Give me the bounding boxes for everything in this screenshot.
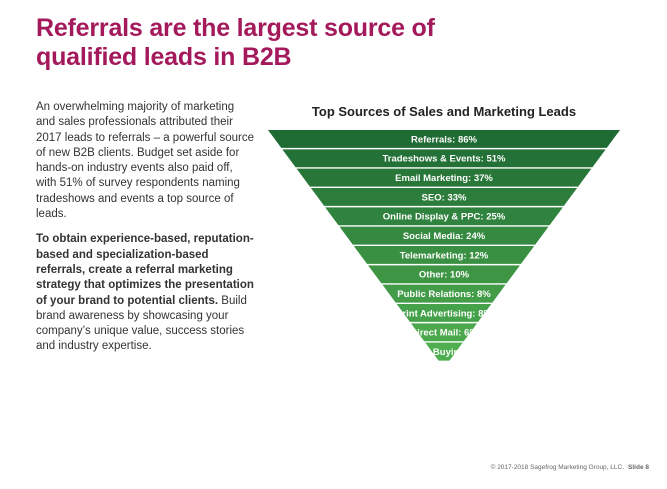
- paragraph-2-bold: To obtain experience-based, reputation-b…: [36, 233, 254, 307]
- funnel-bar-3: [310, 188, 578, 206]
- title-line-2: qualified leads in B2B: [36, 43, 292, 71]
- funnel-label-7: Other: 10%: [419, 270, 470, 281]
- funnel-bar-7: [368, 265, 520, 284]
- funnel-bar-10: [410, 323, 478, 342]
- funnel-label-3: SEO: 33%: [422, 192, 467, 203]
- paragraph-2-rest: Build brand awareness by showcasing your…: [36, 294, 247, 353]
- funnel-label-2: Email Marketing: 37%: [395, 173, 493, 184]
- funnel-label-11: Media Buying: 0%: [403, 347, 485, 358]
- funnel-bar-6: [353, 246, 535, 264]
- funnel-label-4: Online Display & PPC: 25%: [383, 212, 506, 223]
- funnel-bar-11: [425, 342, 463, 361]
- funnel-label-6: Telemarketing: 12%: [400, 250, 489, 261]
- funnel-bar-4: [325, 207, 563, 226]
- paragraph-1: An overwhelming majority of marketing an…: [36, 101, 254, 221]
- chart-title: Top Sources of Sales and Marketing Leads: [311, 104, 577, 119]
- funnel-bar-1: [282, 149, 606, 168]
- funnel-bar-2: [296, 168, 592, 187]
- funnel-bar-8: [382, 284, 506, 303]
- funnel-chart: Referrals: 86% Tradeshows & Events: 51% Em…: [268, 130, 620, 361]
- copyright-text: © 2017-2018 Sagefrog Marketing Group, LL…: [490, 464, 625, 471]
- page-title: Referrals are the largest source of qual…: [36, 14, 596, 72]
- funnel-bar-5: [339, 226, 549, 245]
- slide-number: Slide 8: [628, 464, 649, 471]
- body-text: An overwhelming majority of marketing an…: [36, 100, 256, 365]
- title-line-1: Referrals are the largest source of: [36, 14, 435, 42]
- funnel-label-10: Direct Mail: 6%: [410, 328, 478, 339]
- funnel-label-8: Public Relations: 8%: [397, 289, 491, 300]
- funnel-bar-9: [396, 304, 492, 322]
- funnel-label-5: Social Media: 24%: [403, 231, 486, 242]
- footer: © 2017-2018 Sagefrog Marketing Group, LL…: [491, 464, 649, 471]
- paragraph-2: To obtain experience-based, reputation-b…: [36, 232, 256, 354]
- funnel-label-0: Referrals: 86%: [411, 134, 478, 145]
- funnel-label-1: Tradeshows & Events: 51%: [382, 154, 506, 165]
- funnel-label-9: Print Advertising: 8%: [396, 308, 492, 319]
- funnel-bar-0: [268, 130, 620, 148]
